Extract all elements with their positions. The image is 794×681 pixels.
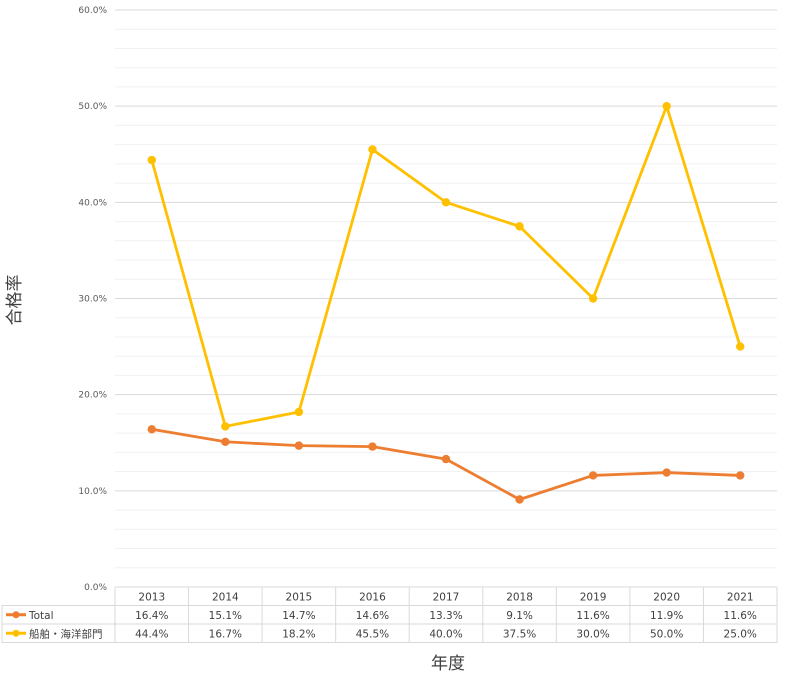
data-point [736, 471, 745, 480]
data-point [588, 294, 598, 303]
data-point [147, 425, 156, 434]
y-tick-label: 50.0% [78, 102, 107, 112]
data-table-cell: 25.0% [724, 628, 757, 640]
x-tick-label: 2020 [653, 591, 680, 603]
data-table-cell: 45.5% [356, 628, 389, 640]
x-tick-label: 2013 [138, 591, 165, 603]
x-tick-label: 2019 [580, 591, 607, 603]
data-table-cell: 13.3% [429, 610, 462, 622]
x-tick-label: 2017 [433, 591, 460, 603]
data-table-cell: 18.2% [282, 628, 315, 640]
gridlines [115, 9, 777, 588]
legend-key-marker [12, 611, 20, 619]
data-table-cell: 16.4% [135, 610, 168, 622]
x-tick-label: 2016 [359, 591, 386, 603]
series-line [150, 427, 742, 501]
x-axis-title: 年度 [431, 654, 465, 674]
data-point [294, 441, 304, 450]
y-axis-title: 合格率 [5, 275, 25, 326]
y-tick-label: 40.0% [78, 198, 107, 208]
x-tick-label: 2015 [286, 591, 313, 603]
data-table-cell: 11.6% [724, 610, 757, 622]
data-point [441, 454, 451, 464]
data-point [736, 342, 745, 351]
data-table-cell: 50.0% [650, 628, 683, 640]
data-table-cell: 44.4% [135, 628, 168, 640]
data-point [368, 145, 377, 154]
data-table: 2013 2014 2015 2016 2017 2018 2019 2020 2021 Tota… [1, 586, 778, 643]
y-tick-label: 30.0% [78, 295, 107, 305]
data-table-cell: 16.7% [209, 628, 242, 640]
data-point [221, 437, 230, 446]
data-point [441, 198, 451, 207]
data-point [588, 471, 598, 480]
y-tick-label: 0.0% [84, 583, 107, 593]
data-point [662, 101, 671, 111]
data-table-cell: 14.6% [356, 610, 389, 622]
data-table-cell: 14.7% [282, 610, 315, 622]
data-point [221, 422, 230, 431]
legend-series-name: 船舶・海洋部門 [29, 627, 103, 640]
data-point [515, 222, 524, 231]
y-axis-ticks: 0.0% 10.0% 20.0% 30.0% 40.0% 50.0% 60.0% [78, 6, 107, 593]
data-table-cell: 11.6% [576, 610, 609, 622]
data-point [662, 468, 671, 477]
x-tick-label: 2021 [727, 591, 754, 603]
data-point [147, 155, 156, 165]
y-tick-label: 20.0% [78, 391, 107, 401]
series-line [150, 104, 742, 428]
data-point [368, 442, 377, 451]
data-table-cell: 15.1% [209, 610, 242, 622]
x-tick-label: 2018 [506, 591, 533, 603]
legend-series-name: Total [28, 610, 54, 622]
data-point [515, 495, 524, 504]
y-tick-label: 10.0% [78, 487, 107, 497]
x-tick-label: 2014 [212, 591, 239, 603]
data-table-cell: 11.9% [650, 610, 683, 622]
data-table-cell: 40.0% [429, 628, 462, 640]
data-table-cell: 30.0% [576, 628, 609, 640]
y-tick-label: 60.0% [78, 6, 107, 16]
legend-key-marker [12, 629, 20, 637]
plot-area [147, 101, 745, 504]
data-table-cell: 9.1% [506, 610, 533, 622]
data-point [294, 407, 304, 417]
data-table-cell: 37.5% [503, 628, 536, 640]
